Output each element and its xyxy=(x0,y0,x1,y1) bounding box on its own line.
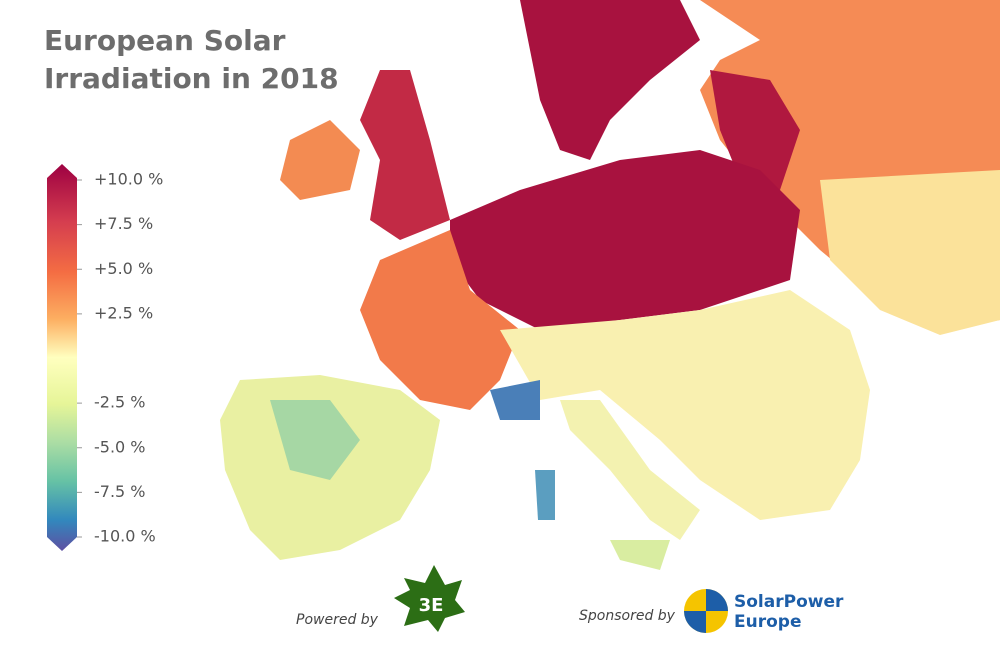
sponsor-logo xyxy=(684,589,728,633)
sponsored-by: Sponsored by xyxy=(579,608,676,624)
title-line: European Solar xyxy=(44,24,286,57)
tick-label: -2.5 % xyxy=(94,393,146,412)
logo-leaf xyxy=(394,565,465,632)
tick-label: +2.5 % xyxy=(94,303,153,322)
logo-text: 3E xyxy=(419,595,444,616)
powered-by: Powered by xyxy=(296,612,379,628)
tick-label: -5.0 % xyxy=(94,437,146,456)
map xyxy=(220,0,1000,570)
colorbar xyxy=(47,164,77,551)
colorbar-ticks: +10.0 % +7.5 % +5.0 % +2.5 % -2.5 % -5.0 % -7.… xyxy=(77,170,163,546)
sponsor-name: SolarPower xyxy=(734,592,844,612)
tick-label: -7.5 % xyxy=(94,482,146,501)
tick-label: +7.5 % xyxy=(94,214,153,233)
title-line: Irradiation in 2018 xyxy=(44,62,339,95)
tick-label: +5.0 % xyxy=(94,259,153,278)
tick-label: -10.0 % xyxy=(94,527,156,546)
tick-label: +10.0 % xyxy=(94,170,163,189)
sponsor-name: Europe xyxy=(734,612,801,632)
